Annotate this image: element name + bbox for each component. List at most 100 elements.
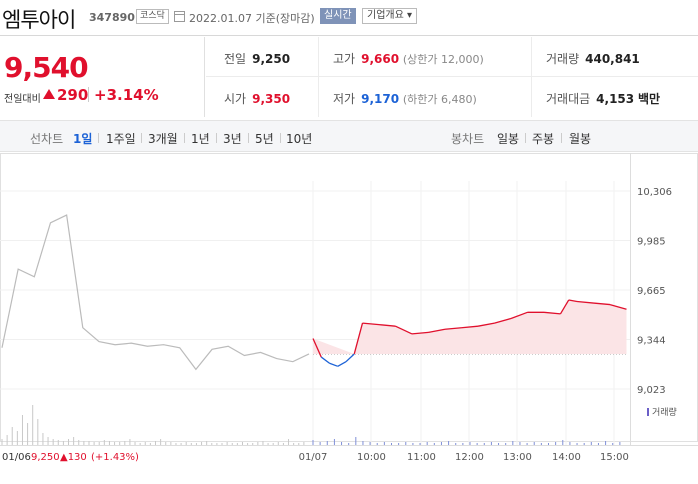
divider <box>525 133 526 143</box>
x-tick-label: 11:00 <box>407 452 436 463</box>
series-line-today-segment <box>337 361 347 367</box>
volume-value: 440,841 <box>585 52 640 66</box>
intraday-chart[interactable]: 10,306 9,985 9,665 9,344 9,023 01/07 10:00 11:0… <box>0 153 698 484</box>
series-line-today-segment <box>411 331 429 335</box>
series-line-today-segment <box>362 322 380 326</box>
open-value: 9,350 <box>252 92 291 106</box>
series-line-today-segment <box>494 317 512 324</box>
trade-amount-label: 거래대금 <box>546 92 591 106</box>
divider <box>280 133 281 143</box>
prev-close-stat: 전일 9,250 <box>224 50 290 67</box>
change-label: 전일대비 <box>4 94 41 105</box>
volume-stat: 거래량 440,841 <box>546 50 640 67</box>
volume-label: 거래량 <box>546 52 580 66</box>
series-line-today-segment <box>559 299 570 315</box>
change-value: 290 <box>57 86 89 104</box>
tab-1week[interactable]: 1주일 <box>106 132 136 146</box>
high-stat: 고가 9,660 (상한가 12,000) <box>333 50 484 67</box>
tab-3year[interactable]: 3년 <box>223 132 242 146</box>
series-line-today-segment <box>461 325 479 329</box>
trade-amount-stat: 거래대금 4,153 백만 <box>546 90 660 107</box>
stats-row-1: 전일 9,250 고가 9,660 (상한가 12,000) 거래량 440,841 <box>206 37 698 77</box>
y-tick-label: 10,306 <box>637 187 672 198</box>
realtime-button[interactable]: 실시간 <box>320 8 356 24</box>
info-price: 9,250 <box>31 452 60 463</box>
low-label: 저가 <box>333 92 356 106</box>
x-tick-label: 10:00 <box>357 452 386 463</box>
tab-3month[interactable]: 3개월 <box>148 132 178 146</box>
high-value: 9,660 <box>361 52 400 66</box>
divider <box>318 37 319 117</box>
divider <box>88 87 89 102</box>
series-line-today-segment <box>444 327 462 330</box>
x-tick-label: 01/07 <box>299 452 328 463</box>
series-line-today-segment <box>353 322 364 355</box>
high-label: 고가 <box>333 52 356 66</box>
divider <box>141 133 142 143</box>
divider <box>216 133 217 143</box>
divider <box>561 133 562 143</box>
series-line-today-segment <box>576 300 594 304</box>
volume-legend-label: 거래량 <box>652 406 677 418</box>
stats-grid: 전일 9,250 고가 9,660 (상한가 12,000) 거래량 440,841 … <box>206 37 698 117</box>
series-line-today-segment <box>428 328 446 334</box>
y-tick-label: 9,344 <box>637 336 666 347</box>
calendar-icon <box>174 11 185 22</box>
tab-daily-candle[interactable]: 일봉 <box>497 132 520 146</box>
tab-weekly-candle[interactable]: 주봉 <box>532 132 555 146</box>
series-line-today-segment <box>510 311 528 320</box>
series-line-today-segment <box>568 299 578 303</box>
stock-code: 347890 <box>89 11 135 24</box>
lower-limit: (하한가 6,480) <box>402 93 477 106</box>
chart-frame <box>0 153 698 442</box>
chart-period-tabs: 선차트 1일 1주일 3개월 1년 3년 5년 10년 봉차트 일봉 주봉 월봉 <box>0 120 698 152</box>
series-line-today-segment <box>477 322 495 327</box>
prev-close-label: 전일 <box>224 52 247 66</box>
volume-legend-swatch <box>647 408 649 416</box>
trade-amount-unit: 백만 <box>637 92 661 106</box>
open-label: 시가 <box>224 92 247 106</box>
divider <box>98 133 99 143</box>
info-rate: (+1.43%) <box>91 452 139 463</box>
divider <box>184 133 185 143</box>
low-stat: 저가 9,170 (하한가 6,480) <box>333 90 477 107</box>
info-date: 01/06 <box>2 452 31 463</box>
y-tick-label: 9,665 <box>637 286 666 297</box>
upper-limit: (상한가 12,000) <box>402 53 484 66</box>
y-tick-label: 9,023 <box>637 385 666 396</box>
series-line-today-segment <box>543 311 561 315</box>
series-line-today-segment <box>378 323 396 327</box>
line-chart-title: 선차트 <box>30 132 64 146</box>
stock-header: 엠투아이 347890 코스닥 2022.01.07 기준(장마감) 실시간 기… <box>0 0 698 36</box>
tab-1day[interactable]: 1일 <box>73 132 93 146</box>
date-text: 2022.01.07 기준(장마감) <box>189 12 315 25</box>
tab-10year[interactable]: 10년 <box>286 132 313 146</box>
tab-monthly-candle[interactable]: 월봉 <box>569 132 592 146</box>
up-arrow-icon <box>43 89 55 99</box>
current-price: 9,540 <box>4 51 89 84</box>
divider <box>531 37 532 117</box>
chart-info-strip: 01/06 9,250 ▲130 (+1.43%) <box>2 452 139 463</box>
x-tick-label: 14:00 <box>552 452 581 463</box>
open-stat: 시가 9,350 <box>224 90 290 107</box>
stats-row-2: 시가 9,350 저가 9,170 (하한가 6,480) 거래대금 4,153 백만 <box>206 77 698 117</box>
x-tick-label: 15:00 <box>600 452 629 463</box>
chart-svg: 10,306 9,985 9,665 9,344 9,023 01/07 10:00 11:0… <box>0 153 698 463</box>
divider <box>248 133 249 143</box>
stock-name: 엠투아이 <box>2 8 76 32</box>
x-tick-label: 13:00 <box>503 452 532 463</box>
series-line-today-segment <box>320 356 330 364</box>
tab-1year[interactable]: 1년 <box>191 132 210 146</box>
series-line-today-segment <box>345 353 355 363</box>
prev-close-value: 9,250 <box>252 52 291 66</box>
price-panel: 9,540 전일대비 290 +3.14% <box>0 37 205 117</box>
company-overview-dropdown[interactable]: 기업개요 ▾ <box>362 8 417 24</box>
series-line-today-segment <box>312 338 322 358</box>
series-line-prev-day <box>1 214 310 371</box>
x-tick-label: 12:00 <box>455 452 484 463</box>
series-line-today-segment <box>395 325 413 335</box>
tab-5year[interactable]: 5년 <box>255 132 274 146</box>
candle-chart-title: 봉차트 <box>451 132 485 146</box>
series-line-today-segment <box>593 302 611 306</box>
change-rate: +3.14% <box>94 86 159 104</box>
